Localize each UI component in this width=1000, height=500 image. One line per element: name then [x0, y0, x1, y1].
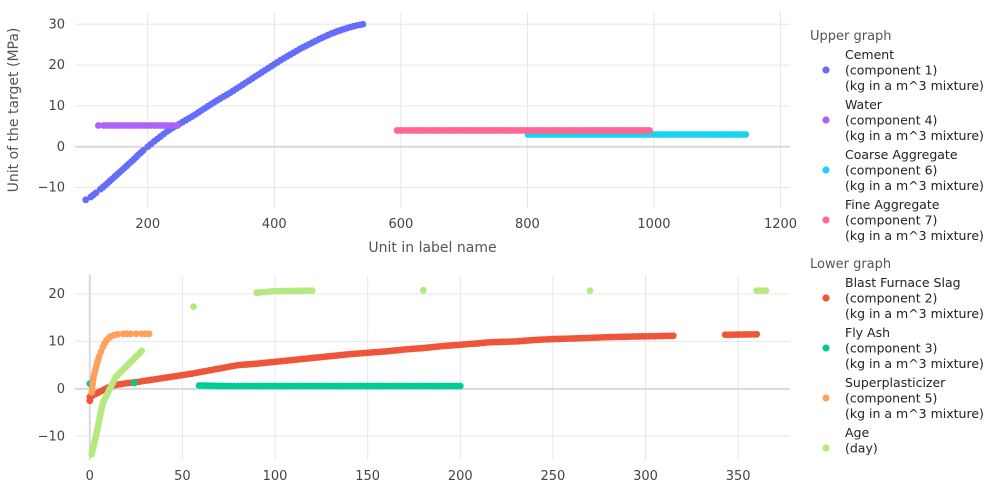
upper-plot: 200 400 600 800 1000 1200 −10 0 10 20 30 Unit in la… [6, 12, 797, 256]
legend-marker [822, 166, 830, 174]
data-point [742, 131, 750, 138]
legend-item[interactable]: Fine Aggregate(component 7)(kg in a m^3 … [822, 197, 984, 243]
legend-label: (component 7) [845, 213, 937, 228]
legend-label: Superplasticizer [845, 375, 946, 390]
legend-item[interactable]: Cement(component 1)(kg in a m^3 mixture) [822, 47, 984, 93]
legend-label: (day) [845, 441, 878, 456]
lower-x-tick-label: 150 [355, 469, 380, 484]
lower-series [86, 379, 464, 390]
upper-series [82, 20, 367, 204]
legend-label: (kg in a m^3 mixture) [845, 178, 984, 193]
legend-label: (component 4) [845, 113, 937, 128]
data-point [95, 122, 102, 129]
legend-label: (kg in a m^3 mixture) [845, 406, 984, 421]
upper-series [95, 122, 181, 129]
upper-x-tick-label: 200 [135, 217, 160, 232]
legend-marker [822, 344, 830, 352]
data-point [114, 330, 122, 338]
legend-marker [822, 444, 830, 452]
data-point [359, 20, 367, 28]
legend-label: Fly Ash [845, 325, 890, 340]
upper-y-tick-label: 30 [48, 17, 65, 32]
lower-y-tick-label: −10 [38, 429, 65, 444]
lower-plot: 0 50 100 150 200 250 300 350 −10 0 10 20 [38, 275, 790, 484]
legend-label: (kg in a m^3 mixture) [845, 128, 984, 143]
data-point [646, 127, 653, 134]
legend-label: (component 5) [845, 391, 937, 406]
lower-series [86, 330, 761, 405]
legend-item[interactable]: Coarse Aggregate(component 6)(kg in a m^… [822, 147, 984, 193]
lower-x-tick-label: 350 [726, 469, 751, 484]
legend-item[interactable]: Age(day) [822, 425, 878, 456]
data-point [669, 332, 677, 340]
upper-x-tick-label: 600 [388, 217, 413, 232]
data-point [456, 382, 464, 390]
data-point [130, 379, 138, 387]
data-point [82, 196, 90, 204]
legend-label: Blast Furnace Slag [845, 275, 961, 290]
lower-x-tick-label: 100 [263, 469, 288, 484]
upper-y-tick-label: 20 [48, 58, 65, 73]
lower-x-tick-label: 0 [86, 469, 94, 484]
legend-marker [822, 294, 830, 302]
legend-label: Fine Aggregate [845, 197, 940, 212]
data-point [586, 287, 594, 295]
lower-x-tick-label: 200 [448, 469, 473, 484]
upper-y-tick-label: 0 [57, 140, 65, 155]
legend-label: (kg in a m^3 mixture) [845, 228, 984, 243]
lower-x-tick-label: 300 [633, 469, 658, 484]
legend-label: Cement [845, 47, 894, 62]
legend-label: (component 3) [845, 341, 937, 356]
upper-y-tick-label: 10 [48, 99, 65, 114]
legend-item[interactable]: Water(component 4)(kg in a m^3 mixture) [822, 97, 984, 143]
upper-x-tick-label: 1000 [637, 217, 670, 232]
data-point [127, 330, 134, 338]
upper-series [393, 127, 653, 134]
data-point [138, 347, 146, 355]
upper-y-axis-title: Unit of the target (MPa) [6, 28, 22, 193]
data-point [753, 330, 761, 338]
legend-marker [822, 394, 830, 402]
legend-item[interactable]: Blast Furnace Slag(component 2)(kg in a … [822, 275, 984, 321]
data-point [174, 122, 181, 129]
legend-label: (kg in a m^3 mixture) [845, 306, 984, 321]
data-point [145, 330, 153, 338]
lower-series [88, 330, 153, 397]
legend-label: (component 1) [845, 63, 937, 78]
lower-x-tick-label: 250 [540, 469, 565, 484]
legend-label: (kg in a m^3 mixture) [845, 78, 984, 93]
legend-label: (component 2) [845, 291, 937, 306]
legend-label: Coarse Aggregate [845, 147, 958, 162]
legend-marker [822, 66, 830, 74]
lower-y-tick-label: 20 [48, 287, 65, 302]
legend-label: Age [845, 425, 869, 440]
legend-label: (component 6) [845, 163, 937, 178]
upper-x-axis-title: Unit in label name [368, 240, 496, 256]
legend-marker [822, 116, 830, 124]
upper-x-tick-label: 800 [515, 217, 540, 232]
legend-item[interactable]: Fly Ash(component 3)(kg in a m^3 mixture… [822, 325, 984, 371]
data-point [132, 330, 140, 338]
legend-marker [822, 216, 830, 224]
data-point [190, 303, 197, 311]
lower-x-tick-label: 50 [174, 469, 191, 484]
upper-y-tick-label: −10 [38, 181, 65, 196]
data-point [762, 287, 770, 295]
legend-group-title: Lower graph [810, 257, 891, 272]
data-point [419, 286, 427, 294]
data-point [308, 287, 316, 295]
lower-y-tick-label: 10 [48, 334, 65, 349]
legend-group-title: Upper graph [810, 29, 892, 44]
legend-label: Water [845, 97, 883, 112]
lower-series [88, 286, 770, 458]
legend-item[interactable]: Superplasticizer(component 5)(kg in a m^… [822, 375, 984, 421]
legend-label: (kg in a m^3 mixture) [845, 356, 984, 371]
lower-y-tick-label: 0 [57, 382, 65, 397]
upper-x-tick-label: 1200 [764, 217, 797, 232]
upper-x-tick-label: 400 [262, 217, 287, 232]
